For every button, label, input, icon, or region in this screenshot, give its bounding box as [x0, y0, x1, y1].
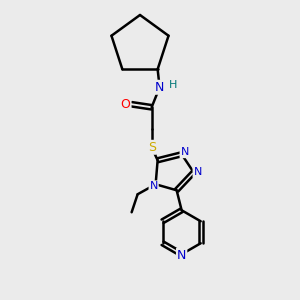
Text: S: S	[148, 141, 156, 154]
Text: H: H	[168, 80, 177, 90]
Text: N: N	[180, 147, 189, 157]
Text: N: N	[155, 81, 164, 94]
Text: N: N	[149, 181, 158, 191]
Text: O: O	[121, 98, 130, 111]
Text: N: N	[177, 249, 186, 262]
Text: N: N	[194, 167, 202, 177]
